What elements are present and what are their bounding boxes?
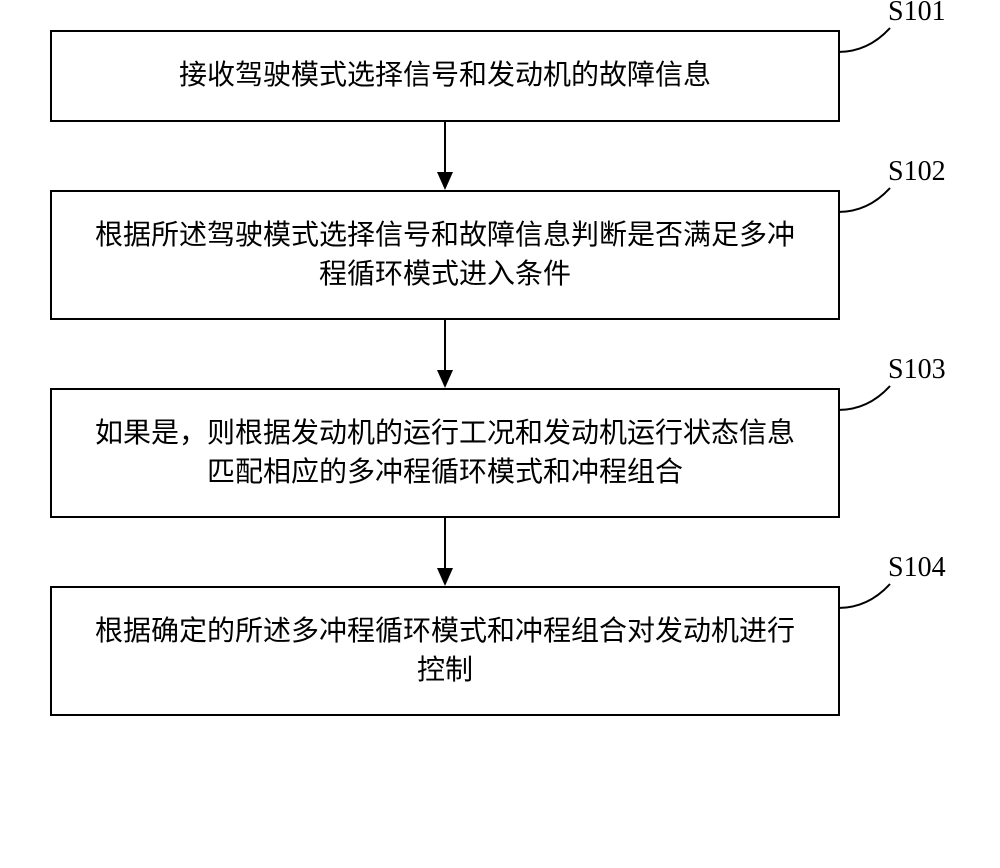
step-text: 接收驾驶模式选择信号和发动机的故障信息 <box>179 56 711 95</box>
connector <box>50 518 840 586</box>
step-row-S101: 接收驾驶模式选择信号和发动机的故障信息S101 <box>50 30 950 122</box>
callout-curve <box>838 30 968 90</box>
callout-curve <box>838 586 968 646</box>
step-box-S103: 如果是，则根据发动机的运行工况和发动机运行状态信息匹配相应的多冲程循环模式和冲程… <box>50 388 840 518</box>
step-box-S101: 接收驾驶模式选择信号和发动机的故障信息 <box>50 30 840 122</box>
arrow-down-icon <box>425 122 465 190</box>
step-text: 根据确定的所述多冲程循环模式和冲程组合对发动机进行控制 <box>82 612 808 690</box>
step-box-S104: 根据确定的所述多冲程循环模式和冲程组合对发动机进行控制 <box>50 586 840 716</box>
step-label: S102 <box>888 156 946 188</box>
connector <box>50 320 840 388</box>
step-row-S103: 如果是，则根据发动机的运行工况和发动机运行状态信息匹配相应的多冲程循环模式和冲程… <box>50 388 950 518</box>
step-text: 根据所述驾驶模式选择信号和故障信息判断是否满足多冲程循环模式进入条件 <box>82 216 808 294</box>
step-row-S102: 根据所述驾驶模式选择信号和故障信息判断是否满足多冲程循环模式进入条件S102 <box>50 190 950 320</box>
step-label: S103 <box>888 354 946 386</box>
callout-curve <box>838 190 968 250</box>
step-text: 如果是，则根据发动机的运行工况和发动机运行状态信息匹配相应的多冲程循环模式和冲程… <box>82 414 808 492</box>
arrow-down-icon <box>425 320 465 388</box>
step-label: S104 <box>888 552 946 584</box>
arrow-down-icon <box>425 518 465 586</box>
step-box-S102: 根据所述驾驶模式选择信号和故障信息判断是否满足多冲程循环模式进入条件 <box>50 190 840 320</box>
step-row-S104: 根据确定的所述多冲程循环模式和冲程组合对发动机进行控制S104 <box>50 586 950 716</box>
step-label: S101 <box>888 0 946 28</box>
flowchart-container: 接收驾驶模式选择信号和发动机的故障信息S101 根据所述驾驶模式选择信号和故障信息… <box>50 30 950 716</box>
connector <box>50 122 840 190</box>
callout-curve <box>838 388 968 448</box>
